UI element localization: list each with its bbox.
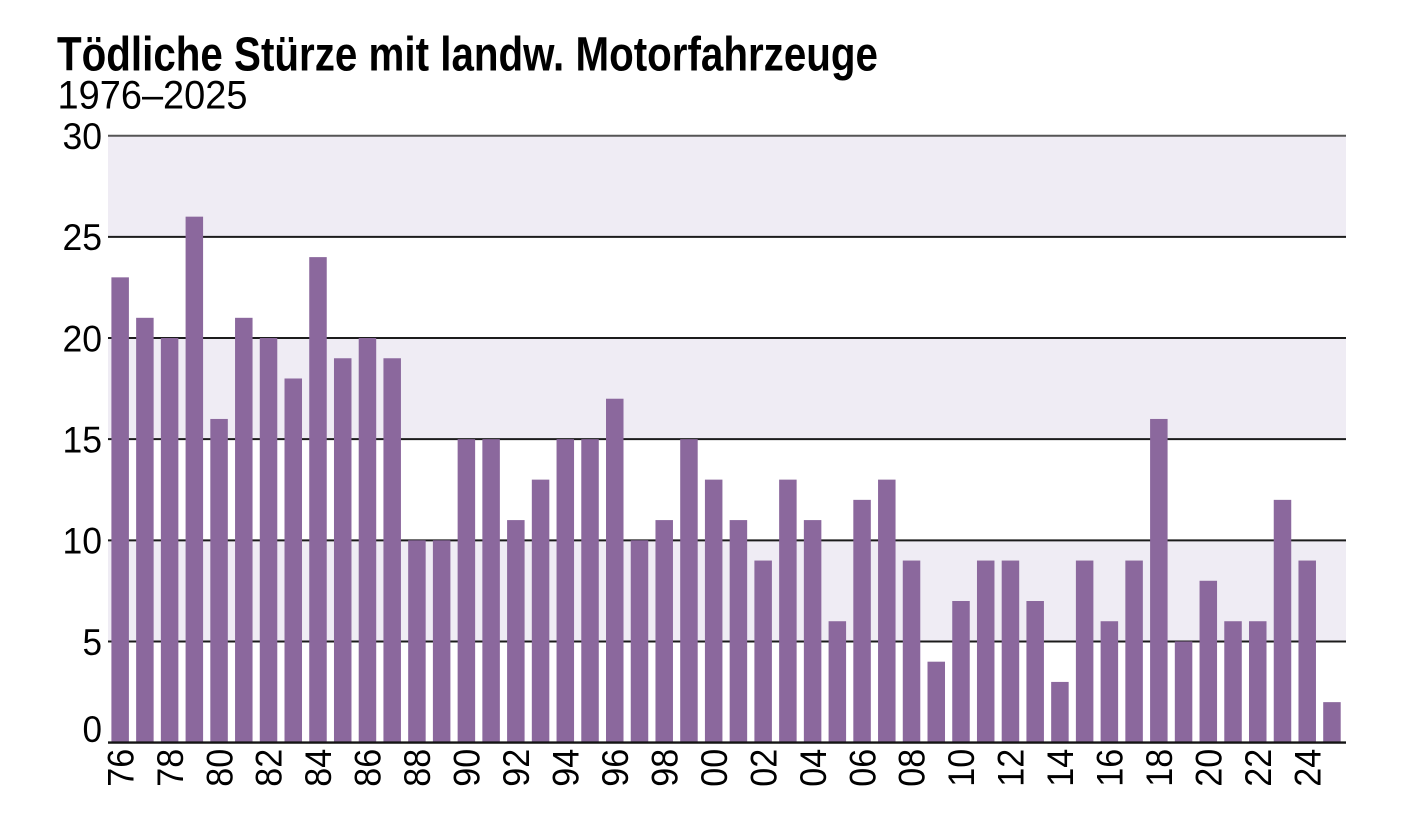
svg-text:0: 0 xyxy=(83,709,103,750)
svg-text:1976–2025: 1976–2025 xyxy=(58,73,248,117)
svg-text:5: 5 xyxy=(83,622,103,663)
svg-text:15: 15 xyxy=(63,419,103,460)
svg-text:78: 78 xyxy=(150,749,191,787)
svg-text:10: 10 xyxy=(941,749,982,787)
svg-text:84: 84 xyxy=(298,749,339,787)
svg-text:10: 10 xyxy=(63,521,103,562)
svg-text:08: 08 xyxy=(892,749,933,787)
svg-text:04: 04 xyxy=(793,749,834,787)
svg-text:76: 76 xyxy=(100,749,141,787)
svg-text:30: 30 xyxy=(63,116,103,157)
svg-text:25: 25 xyxy=(63,217,103,258)
svg-text:Tödliche Stürze mit landw. Mot: Tödliche Stürze mit landw. Motorfahrzeug… xyxy=(57,29,878,82)
svg-text:92: 92 xyxy=(496,749,537,787)
svg-text:98: 98 xyxy=(644,749,685,787)
svg-text:86: 86 xyxy=(348,749,389,787)
svg-text:24: 24 xyxy=(1287,749,1328,787)
svg-text:22: 22 xyxy=(1238,749,1279,787)
svg-text:12: 12 xyxy=(991,749,1032,787)
svg-text:90: 90 xyxy=(447,749,488,787)
svg-text:20: 20 xyxy=(1189,749,1230,787)
svg-text:18: 18 xyxy=(1139,749,1180,787)
svg-text:96: 96 xyxy=(595,749,636,787)
svg-text:88: 88 xyxy=(397,749,438,787)
svg-text:94: 94 xyxy=(546,749,587,787)
svg-text:06: 06 xyxy=(842,749,883,787)
svg-text:02: 02 xyxy=(743,749,784,787)
svg-text:20: 20 xyxy=(63,318,103,359)
svg-text:14: 14 xyxy=(1040,749,1081,787)
svg-text:16: 16 xyxy=(1090,749,1131,787)
svg-text:82: 82 xyxy=(249,749,290,787)
svg-text:80: 80 xyxy=(199,749,240,787)
svg-text:00: 00 xyxy=(694,749,735,787)
